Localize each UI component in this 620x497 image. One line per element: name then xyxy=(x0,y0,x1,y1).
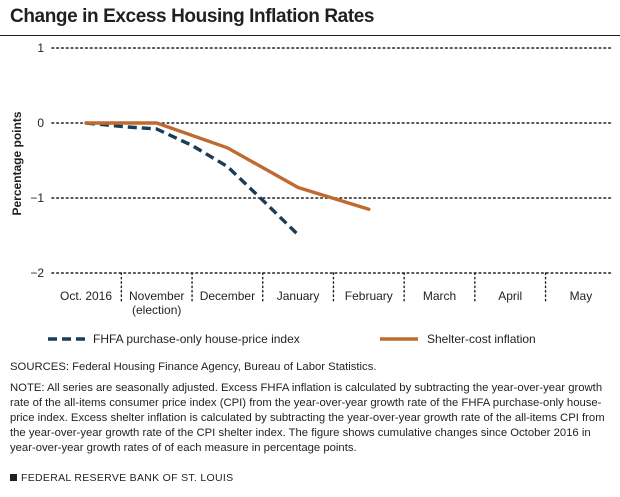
x-tick-label: May xyxy=(570,289,593,303)
title-divider xyxy=(0,35,620,36)
series-line-shelter xyxy=(84,121,371,211)
sources-text: SOURCES: Federal Housing Finance Agency,… xyxy=(10,361,377,373)
note-text: NOTE: All series are seasonally adjusted… xyxy=(10,382,605,454)
x-tick-label: December xyxy=(200,289,255,303)
series-lines xyxy=(84,121,371,237)
chart-title: Change in Excess Housing Inflation Rates xyxy=(10,6,375,27)
gridlines xyxy=(51,47,613,274)
legend: FHFA purchase-only house-price index Shel… xyxy=(48,332,536,346)
y-tick-label: 1 xyxy=(37,41,44,55)
x-tick-label: April xyxy=(498,289,522,303)
notes-block: SOURCES: Federal Housing Finance Agency,… xyxy=(10,360,616,456)
x-tick-label: November (election) xyxy=(129,289,184,317)
series-line-fhfa xyxy=(85,121,300,237)
x-tick-label: January xyxy=(277,289,320,303)
footer-text: FEDERAL RESERVE BANK OF ST. LOUIS xyxy=(21,472,234,484)
legend-label: FHFA purchase-only house-price index xyxy=(93,332,300,346)
x-tick-label: March xyxy=(423,289,456,303)
footer: FEDERAL RESERVE BANK OF ST. LOUIS xyxy=(10,472,233,484)
y-tick-label: −1 xyxy=(30,191,44,205)
legend-label: Shelter-cost inflation xyxy=(427,332,536,346)
y-tick-label: −2 xyxy=(30,266,44,280)
y-axis-label: Percentage points xyxy=(10,111,24,215)
axes: 1 0 −1 −2 Percentage points Oct. 2016 November… xyxy=(10,41,592,317)
y-tick-label: 0 xyxy=(37,116,44,130)
x-tick-label: February xyxy=(345,289,393,303)
footer-square-icon xyxy=(10,474,17,481)
line-chart: 1 0 −1 −2 Percentage points Oct. 2016 November… xyxy=(10,41,613,346)
x-tick-label: Oct. 2016 xyxy=(60,289,112,303)
